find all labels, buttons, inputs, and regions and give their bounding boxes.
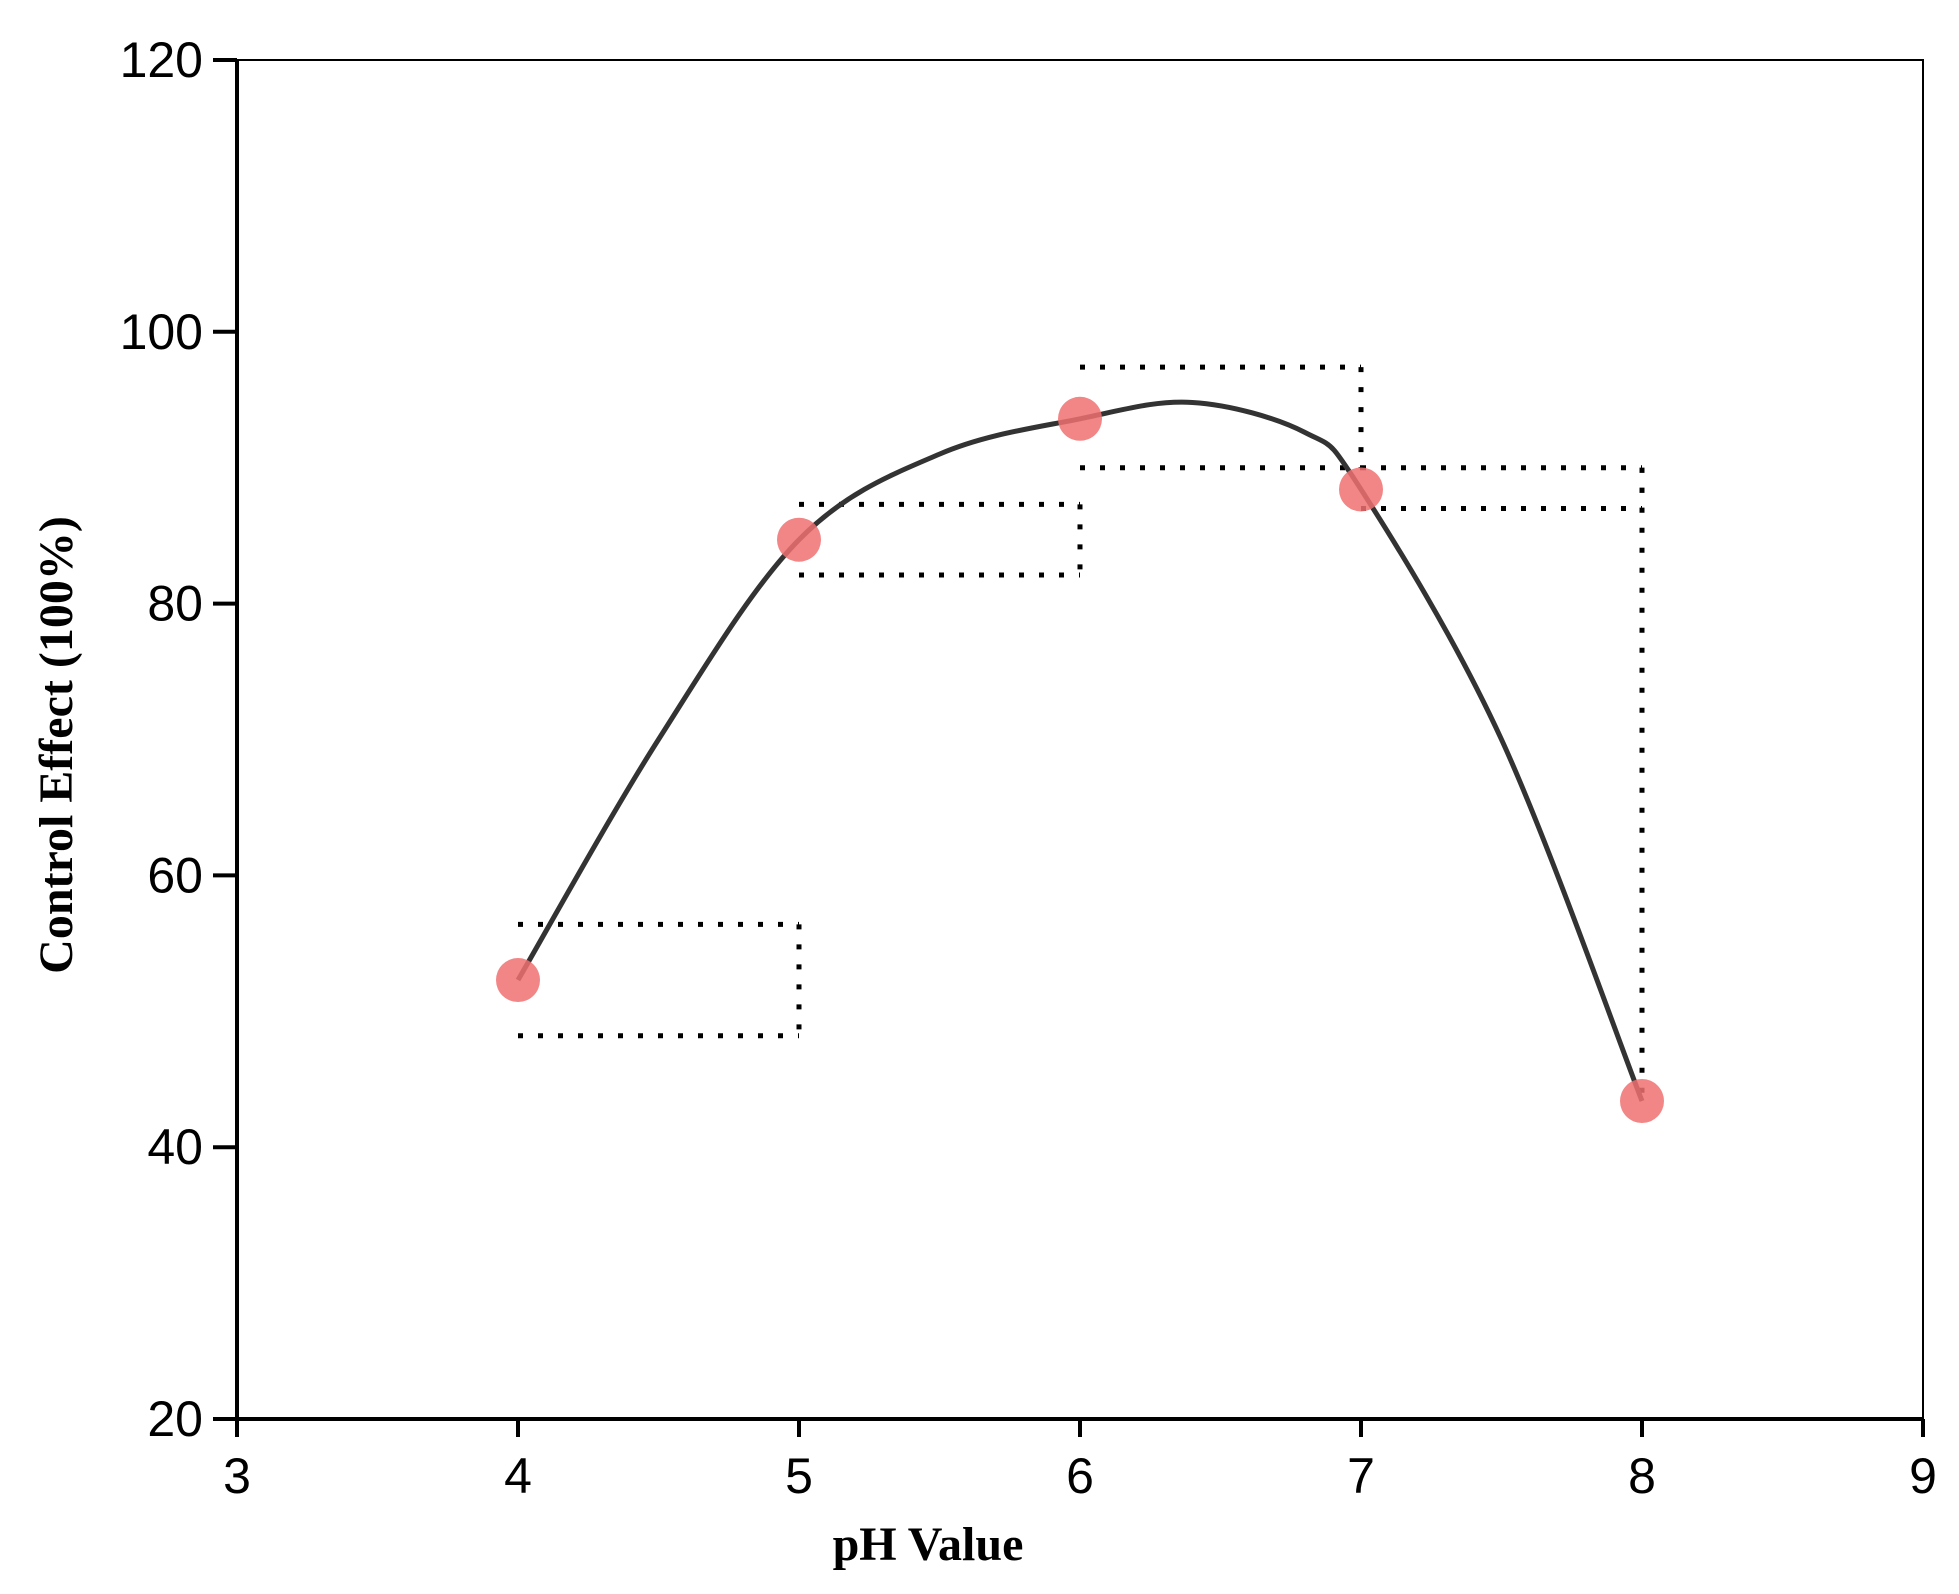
x-axis-title: pH Value (833, 1518, 1024, 1571)
x-axis-ticks: 3 4 5 6 7 8 9 (223, 1419, 1937, 1504)
x-tick-label: 5 (785, 1448, 813, 1504)
plot-frame (235, 59, 1924, 1421)
error-lines (518, 364, 1645, 1101)
x-tick-label: 8 (1628, 1448, 1656, 1504)
fit-curve-layer (515, 399, 1645, 1102)
x-tick-label: 6 (1066, 1448, 1094, 1504)
data-point (496, 958, 540, 1003)
y-tick-label: 60 (147, 847, 203, 903)
data-points (496, 396, 1664, 1123)
y-tick-label: 120 (120, 32, 203, 88)
y-tick-label: 40 (147, 1119, 203, 1175)
y-axis-ticks: 20 40 60 80 100 120 (120, 32, 237, 1447)
x-tick-label: 9 (1909, 1448, 1937, 1504)
x-tick-label: 7 (1347, 1448, 1375, 1504)
plot-border (236, 59, 1924, 1420)
y-tick-label: 100 (120, 304, 203, 360)
y-tick-label: 20 (147, 1391, 203, 1447)
data-point (1058, 396, 1102, 441)
data-point (1620, 1078, 1664, 1123)
x-tick-label: 4 (504, 1448, 532, 1504)
x-tick-label: 3 (223, 1448, 251, 1504)
y-tick-label: 80 (147, 576, 203, 632)
data-point (777, 517, 821, 562)
y-axis-title: Control Effect (100%) (30, 516, 83, 974)
data-point (1339, 467, 1383, 512)
fit-curve (515, 399, 1645, 1102)
